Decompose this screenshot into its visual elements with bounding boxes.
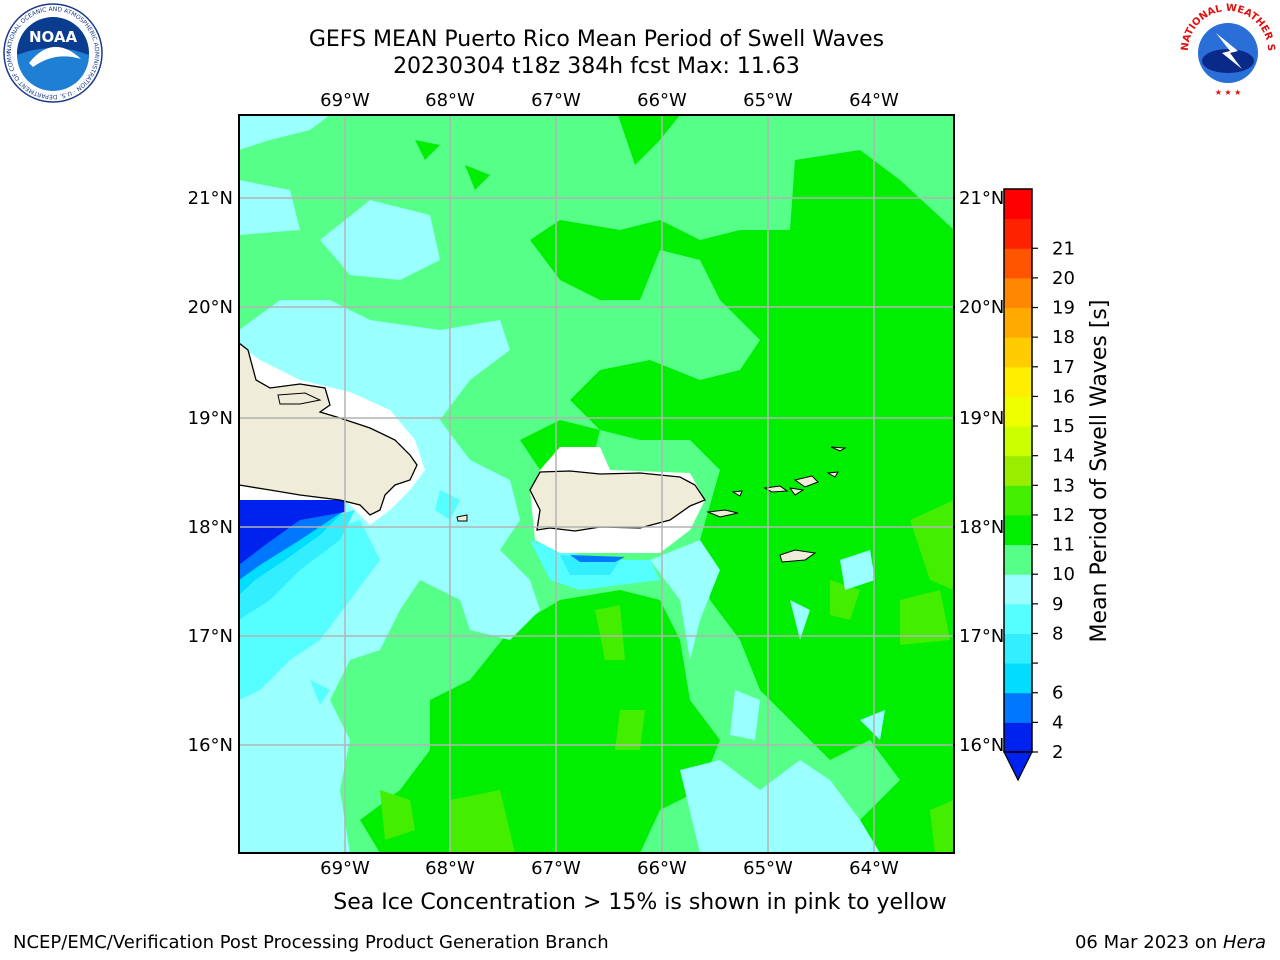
field-below-2s [239, 500, 345, 565]
colorbar-tick-label: 11 [1052, 535, 1075, 556]
colorbar-segment [1004, 307, 1032, 338]
svg-text:★ ★ ★: ★ ★ ★ [1215, 88, 1242, 97]
lat-label-left: 21°N [188, 188, 233, 209]
colorbar: 2 4 6 8 9 10 11 12 13 14 15 16 17 18 19 20 21 [1003, 188, 1075, 782]
colorbar-tick-label: 21 [1052, 238, 1075, 259]
colorbar-segment [1004, 189, 1032, 220]
colorbar-tick-label: 6 [1052, 683, 1063, 704]
lat-label-left: 16°N [188, 735, 233, 756]
lon-label-bottom: 69°W [320, 858, 370, 879]
noaa-wordmark: NOAA [29, 28, 78, 46]
colorbar-tick-label: 19 [1052, 298, 1075, 319]
colorbar-segment [1004, 337, 1032, 368]
noaa-logo: NATIONAL OCEANIC AND ATMOSPHERIC ADMINIS… [3, 3, 103, 103]
field-11-12s [380, 500, 954, 853]
colorbar-tick-label: 4 [1052, 712, 1063, 733]
colorbar-segment [1004, 514, 1032, 546]
lon-label-bottom: 67°W [531, 858, 581, 879]
colorbar-tick-label: 17 [1052, 357, 1075, 378]
nws-logo: NATIONAL WEATHER SERVICE ★ ★ ★ [1178, 3, 1276, 98]
land-hispaniola [239, 342, 418, 516]
lat-label-right: 18°N [959, 517, 1004, 538]
colorbar-segment [1004, 248, 1032, 279]
lat-label-left: 18°N [188, 517, 233, 538]
lon-label-bottom: 66°W [637, 858, 687, 879]
colorbar-tick-label: 15 [1052, 416, 1075, 437]
colorbar-segment [1004, 396, 1032, 427]
lat-label-left: 19°N [188, 408, 233, 429]
lon-label-top: 65°W [743, 90, 793, 111]
footer-machine: Hera [1222, 932, 1266, 953]
lon-label-top: 68°W [425, 90, 475, 111]
colorbar-segment [1004, 277, 1032, 309]
map-frame [238, 114, 955, 854]
colorbar-tick-label: 2 [1052, 742, 1063, 763]
colorbar-tick-label: 8 [1052, 623, 1063, 644]
colorbar-segment [1004, 633, 1032, 664]
lon-label-top: 64°W [849, 90, 899, 111]
lat-label-right: 21°N [959, 188, 1004, 209]
colorbar-segment [1004, 692, 1032, 723]
colorbar-outline [1003, 188, 1033, 753]
colorbar-segment [1004, 426, 1032, 457]
lat-label-left: 17°N [188, 626, 233, 647]
lon-label-top: 66°W [637, 90, 687, 111]
colorbar-segment [1004, 218, 1032, 249]
colorbar-segment [1004, 544, 1032, 575]
colorbar-tick-label: 9 [1052, 594, 1063, 615]
colorbar-tick-label: 14 [1052, 446, 1075, 467]
footer-branch: NCEP/EMC/Verification Post Processing Pr… [13, 932, 609, 953]
colorbar-segment [1004, 722, 1032, 753]
footer-date: 06 Mar 2023 on Hera [1075, 932, 1266, 953]
colorbar-tick-label: 18 [1052, 327, 1075, 348]
graticule [239, 115, 954, 853]
lat-label-right: 20°N [959, 297, 1004, 318]
colorbar-tick-label: 10 [1052, 564, 1075, 585]
lon-label-top: 69°W [320, 90, 370, 111]
footer-date-text: 06 Mar 2023 on [1074, 932, 1223, 953]
colorbar-tick-label: 20 [1052, 268, 1075, 289]
sea-ice-note: Sea Ice Concentration > 15% is shown in … [333, 890, 947, 915]
colorbar-segment [1004, 485, 1032, 516]
lon-label-bottom: 65°W [743, 858, 793, 879]
lon-label-bottom: 64°W [849, 858, 899, 879]
colorbar-segment [1004, 603, 1032, 634]
colorbar-label: Mean Period of Swell Waves [s] [1087, 300, 1112, 643]
colorbar-tick-label: 16 [1052, 386, 1075, 407]
colorbar-extend-arrow [1003, 751, 1033, 782]
colorbar-tick-label: 12 [1052, 505, 1075, 526]
lat-label-right: 19°N [959, 408, 1004, 429]
lat-label-right: 16°N [959, 735, 1004, 756]
lon-label-top: 67°W [531, 90, 581, 111]
land-islets [277, 392, 847, 563]
lon-label-bottom: 68°W [425, 858, 475, 879]
colorbar-tick-label: 13 [1052, 475, 1075, 496]
field-4-6s [239, 510, 345, 595]
colorbar-segment [1004, 366, 1032, 397]
colorbar-segment [1004, 574, 1032, 605]
lat-label-left: 20°N [188, 297, 233, 318]
colorbar-segment [1004, 663, 1032, 694]
colorbar-segment [1004, 455, 1032, 486]
map-title: GEFS MEAN Puerto Rico Mean Period of Swe… [308, 27, 885, 52]
lat-label-right: 17°N [959, 626, 1004, 647]
swell-period-map [239, 115, 954, 853]
forecast-subtitle: 20230304 t18z 384h fcst Max: 11.63 [393, 54, 800, 79]
